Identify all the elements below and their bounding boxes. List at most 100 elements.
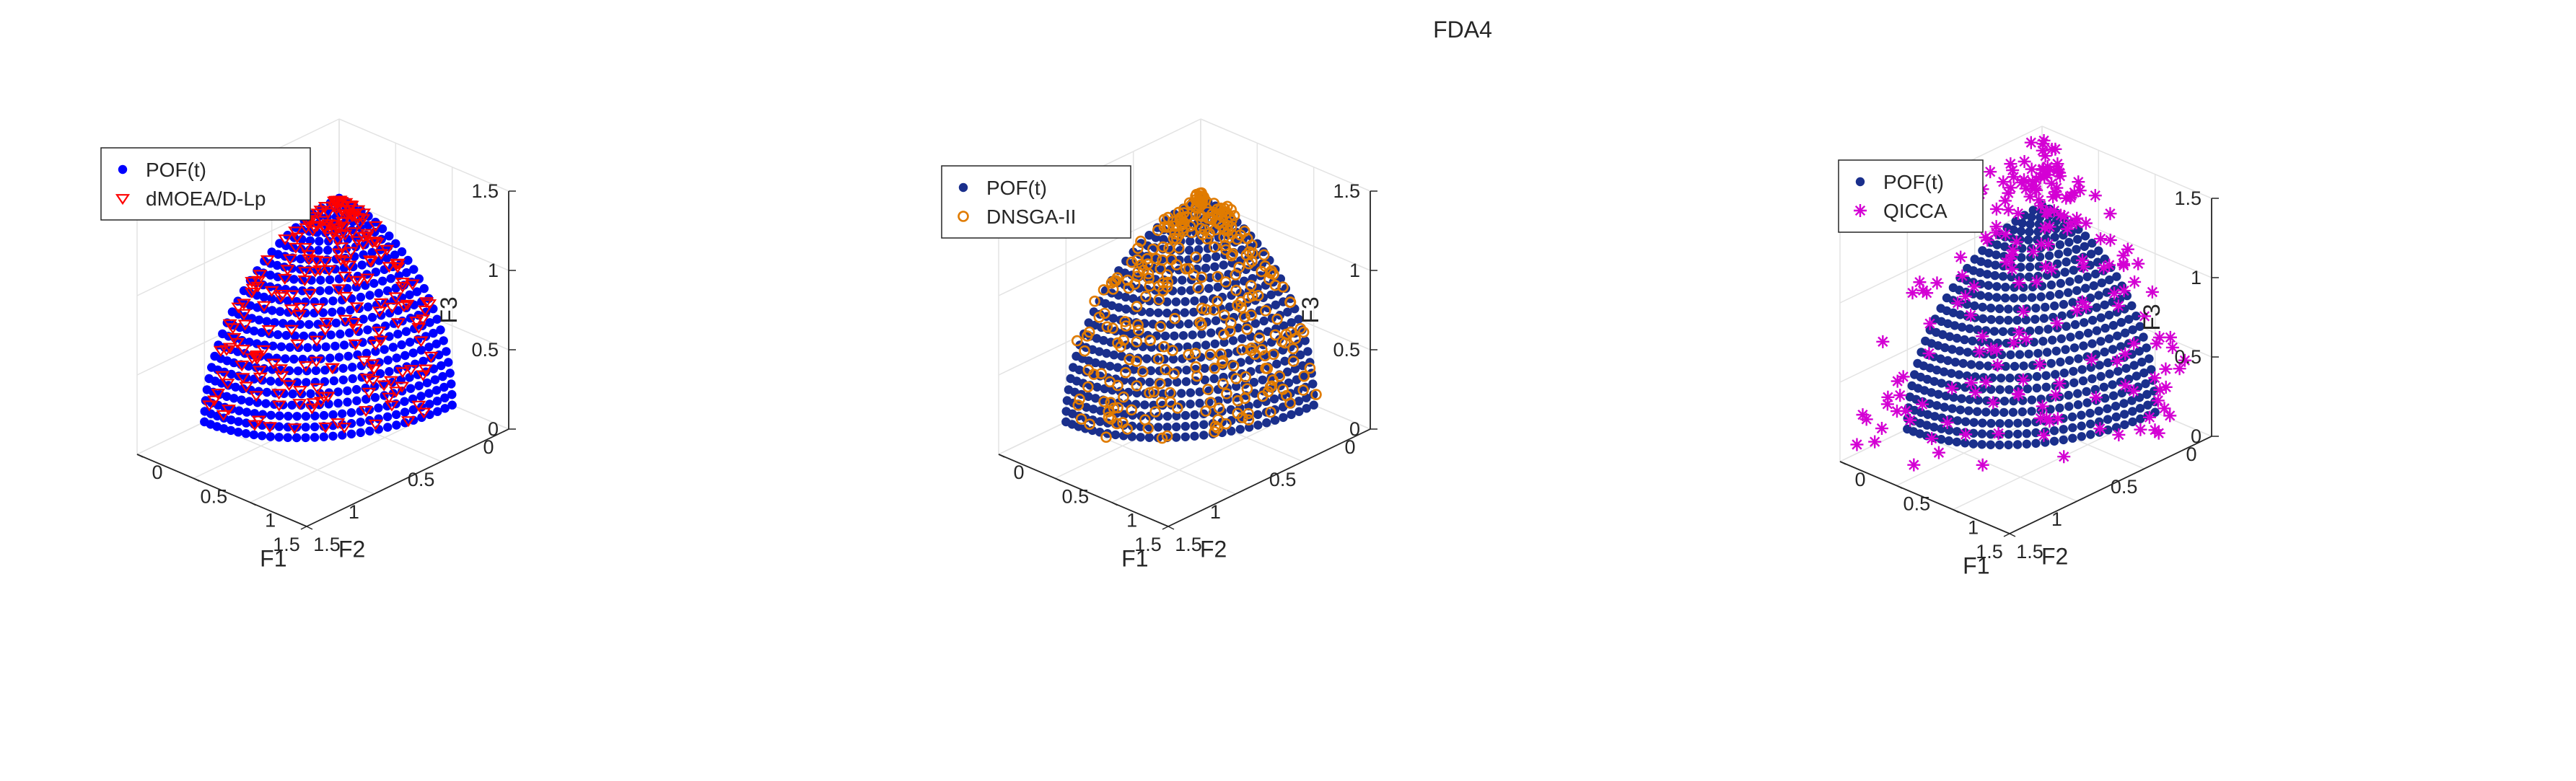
pof-point — [1286, 294, 1295, 304]
pof-point — [357, 260, 367, 270]
pof-point — [2090, 384, 2100, 394]
pof-point — [315, 286, 325, 296]
pof-point — [250, 409, 260, 418]
pof-point — [2063, 247, 2072, 257]
solution-point — [1945, 381, 1959, 395]
pof-point — [383, 356, 393, 365]
pof-point — [268, 341, 278, 350]
f2-tick-label: 1.5 — [1134, 534, 1162, 555]
pof-point — [235, 406, 244, 415]
pof-point — [329, 376, 338, 386]
pof-point — [310, 411, 320, 420]
solution-point — [1976, 330, 1989, 343]
solution-point — [1256, 344, 1268, 356]
subplot-3-legend-box — [1838, 159, 1984, 233]
pof-point — [2103, 358, 2113, 368]
pof-point — [2023, 384, 2033, 394]
solution-point — [1201, 206, 1214, 218]
subplot-1-tick-labels: 0 0.5 1 1.5 0 0.5 1 1.5 0 0.5 1 1.5 — [152, 180, 499, 555]
pof-point — [1981, 326, 1991, 335]
pof-point — [1181, 377, 1191, 387]
solution-point — [297, 243, 312, 255]
solution-point — [1209, 362, 1220, 374]
solution-point — [1214, 216, 1226, 228]
pof-point — [1242, 321, 1252, 331]
solution-point — [1131, 380, 1143, 392]
pof-point — [1190, 296, 1199, 306]
pof-point — [416, 345, 426, 355]
solution-point — [1893, 389, 1907, 402]
solution-point — [360, 229, 375, 240]
solution-point — [403, 365, 419, 376]
f1-axis-line — [136, 454, 307, 527]
pof-point — [447, 389, 457, 400]
pof-point — [2012, 440, 2023, 449]
solution-point — [1101, 321, 1113, 333]
subplot-1-dmoead: 0 0.5 1 1.5 0 0.5 1 1.5 0 0.5 1 1.5 F1 F2 F3 POF(t)… — [100, 118, 516, 571]
solution-point — [1269, 329, 1282, 341]
solution-point — [1189, 348, 1201, 359]
solution-point — [1126, 404, 1137, 416]
solution-point — [1989, 202, 2003, 216]
pof-point — [1955, 346, 1965, 356]
solution-point — [2070, 304, 2084, 317]
pof-point — [1253, 399, 1262, 409]
pof-point — [1196, 353, 1206, 362]
solution-point — [383, 376, 398, 387]
pof-point — [1225, 302, 1235, 312]
pof-point — [2069, 366, 2078, 376]
solution-point — [284, 304, 299, 316]
pof-point — [1227, 426, 1236, 436]
pof-point — [2069, 265, 2078, 275]
solution-point — [1108, 402, 1120, 414]
pof-point — [1973, 325, 1982, 335]
pof-point — [380, 321, 390, 331]
solution-point — [1135, 235, 1147, 247]
solution-point — [1859, 412, 1873, 426]
solution-point — [1287, 356, 1300, 367]
pof-point — [323, 245, 333, 255]
f2-tick-label: 0 — [1344, 436, 1355, 458]
f1-tick-label: 1 — [265, 510, 276, 531]
pof-point — [2072, 244, 2081, 254]
solution-point — [1979, 375, 1993, 389]
pof-point — [365, 291, 374, 300]
pof-point — [2018, 219, 2027, 228]
solution-point — [1891, 374, 1904, 388]
pof-point — [1970, 301, 1979, 311]
pof-point — [1114, 303, 1123, 312]
solution-point — [260, 255, 275, 267]
pof-point — [1096, 406, 1105, 415]
pof-point — [359, 314, 368, 324]
solution-point — [1111, 418, 1123, 430]
pof-point — [1211, 316, 1221, 325]
solution-point — [236, 345, 251, 356]
pof-point — [2074, 354, 2083, 363]
pof-point — [2069, 378, 2079, 387]
pof-point — [1140, 400, 1149, 410]
solution-point — [369, 238, 385, 250]
pof-point — [1992, 250, 2001, 260]
solution-point — [1898, 404, 1912, 418]
solution-point — [345, 227, 360, 239]
solution-point — [2103, 207, 2117, 221]
solution-point — [2023, 190, 2037, 203]
pof-point — [2117, 388, 2126, 398]
pof-point — [2032, 383, 2041, 393]
solution-point — [1162, 211, 1174, 224]
pof-point — [2082, 272, 2092, 281]
pof-point — [397, 247, 407, 257]
solution-point — [356, 239, 371, 251]
pof-point — [2016, 226, 2026, 236]
pof-point — [1943, 356, 1953, 366]
pof-point — [413, 370, 423, 379]
pof-point — [2009, 225, 2018, 234]
pof-point — [2022, 439, 2031, 449]
pof-point — [1102, 348, 1111, 358]
f2-tick — [1364, 428, 1371, 433]
pof-point — [2041, 371, 2051, 380]
solution-point — [2073, 184, 2087, 198]
pof-point — [408, 405, 418, 415]
pof-point — [1186, 400, 1195, 409]
pof-point — [2116, 317, 2126, 327]
